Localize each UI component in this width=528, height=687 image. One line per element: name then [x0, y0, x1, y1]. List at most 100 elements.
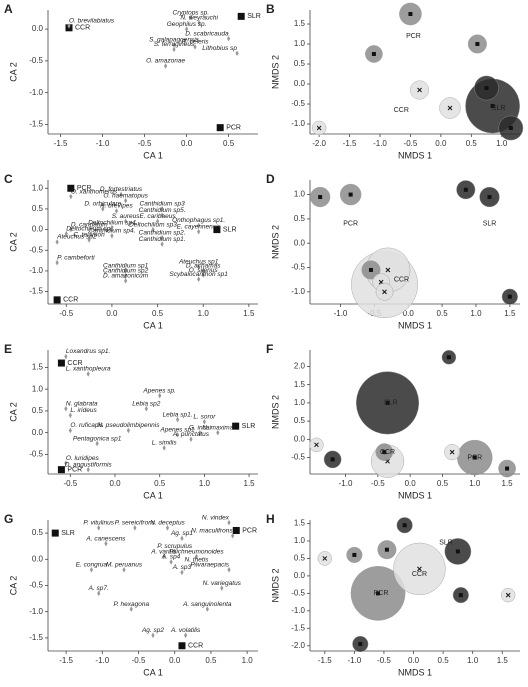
- y-tick-label: 0.0: [32, 225, 44, 234]
- y-axis-label: CA 2: [8, 402, 18, 422]
- y-tick-label: 0.0: [294, 571, 306, 580]
- x-tick-label: 1.5: [497, 656, 509, 665]
- panel-label: C: [4, 172, 13, 186]
- y-tick-label: 0.5: [32, 204, 44, 213]
- point-diamond: [235, 50, 239, 57]
- y-tick-label: 0.0: [294, 238, 306, 247]
- point-diamond: [110, 233, 114, 239]
- point-square: [385, 400, 390, 405]
- point-diamond: [69, 193, 73, 200]
- y-tick-label: -0.5: [29, 581, 43, 590]
- species-label: S. galapagoensis: [149, 37, 200, 44]
- species-label: A. punctatus: [172, 431, 210, 438]
- y-tick-label: 1.5: [294, 380, 306, 389]
- point-x: [505, 592, 511, 598]
- species-label: Canthidium sp2: [103, 268, 149, 275]
- species-label: Cryptops sp.: [173, 9, 210, 16]
- point-square: [505, 466, 510, 471]
- y-tick-label: 1.0: [294, 190, 306, 199]
- point-diamond: [87, 237, 91, 243]
- panel-label: E: [4, 342, 12, 356]
- x-tick-label: -1.5: [318, 656, 332, 665]
- point-diamond: [175, 416, 180, 423]
- point-square: [472, 455, 477, 460]
- point-diamond: [198, 429, 202, 436]
- x-tick-label: 1.5: [243, 309, 255, 318]
- point-square: [463, 187, 468, 192]
- point-diamond: [151, 226, 155, 233]
- group-label: PCR: [343, 221, 358, 228]
- x-tick-label: -1.0: [339, 479, 353, 488]
- y-tick-label: 0.0: [294, 79, 306, 88]
- y-tick-label: 0.5: [294, 59, 306, 68]
- y-axis-label: NMDS 2: [270, 225, 280, 259]
- species-label: Ateuchus sp2: [56, 234, 97, 241]
- point-square: [484, 86, 489, 90]
- y-tick-label: 0.5: [294, 214, 306, 223]
- x-axis-label: CA 1: [143, 320, 163, 330]
- species-label: O. haematopus: [103, 192, 148, 199]
- species-label: A. sp4: [161, 554, 181, 561]
- point-square: [371, 52, 376, 56]
- site-label: CCR: [75, 25, 90, 32]
- point-square: [53, 296, 61, 304]
- y-tick-label: 0.5: [32, 406, 44, 415]
- y-tick-label: -1.5: [291, 623, 305, 632]
- group-label: SLR: [384, 400, 398, 407]
- y-tick-label: 0.5: [294, 554, 306, 563]
- y-tick-label: 0.0: [294, 434, 306, 443]
- x-tick-label: 0.0: [109, 479, 121, 488]
- x-tick-label: 0.0: [169, 656, 181, 665]
- species-label: Onthophagus sp1.: [172, 217, 225, 224]
- y-tick-label: 1.5: [294, 519, 306, 528]
- x-tick-label: 0.5: [437, 309, 449, 318]
- y-tick-label: -1.0: [291, 119, 305, 128]
- point-diamond: [89, 566, 94, 573]
- x-tick-label: -1.5: [59, 656, 73, 665]
- species-label: Pentagonica sp1: [73, 435, 122, 442]
- point-diamond: [197, 276, 201, 282]
- point-square: [455, 549, 460, 554]
- point-square: [376, 591, 381, 596]
- point-diamond: [124, 197, 128, 204]
- species-label: O. luridipes: [66, 455, 100, 462]
- point-diamond: [126, 427, 131, 434]
- y-tick-label: -0.5: [291, 453, 305, 462]
- point-diamond: [55, 239, 59, 245]
- y-tick-label: 0.5: [294, 416, 306, 425]
- y-tick-label: -1.0: [29, 266, 43, 275]
- y-tick-label: 1.5: [294, 19, 306, 28]
- point-diamond: [185, 26, 189, 32]
- species-label: A. sp3: [172, 564, 192, 571]
- x-axis-label: NMDS 1: [398, 490, 432, 500]
- species-label: M. peruanus: [106, 561, 143, 568]
- site-label: SLR: [247, 13, 261, 20]
- point-diamond: [122, 566, 126, 573]
- species-label: Canthidium sp1.: [139, 236, 186, 243]
- species-label: A. sanguinolenta: [182, 601, 232, 608]
- x-tick-label: 0.5: [466, 139, 478, 148]
- point-diamond: [133, 525, 137, 531]
- x-tick-label: 1.5: [502, 479, 514, 488]
- species-label: N. glabrata: [66, 400, 98, 407]
- x-tick-label: 1.0: [469, 479, 481, 488]
- y-tick-label: -1.0: [29, 88, 43, 97]
- y-tick-label: 1.5: [32, 363, 44, 372]
- species-label: O. amazonae: [146, 58, 185, 65]
- point-diamond: [231, 532, 235, 539]
- point-diamond: [86, 371, 90, 377]
- group-label: CCR: [394, 107, 409, 114]
- y-tick-label: -1.0: [29, 607, 43, 616]
- x-tick-label: -1.0: [334, 309, 348, 318]
- x-tick-label: 1.0: [242, 656, 254, 665]
- species-label: P. scrupulus: [157, 543, 193, 550]
- species-label: Ag. sp1: [170, 530, 193, 537]
- point-square: [382, 450, 387, 455]
- species-label: A. varius: [150, 548, 177, 555]
- x-tick-label: -1.0: [95, 656, 109, 665]
- species-label: D. fortestriatus: [100, 186, 143, 193]
- point-diamond: [197, 222, 201, 229]
- point-square: [237, 12, 245, 20]
- x-tick-label: 0.0: [405, 479, 417, 488]
- x-tick-label: -0.5: [377, 656, 391, 665]
